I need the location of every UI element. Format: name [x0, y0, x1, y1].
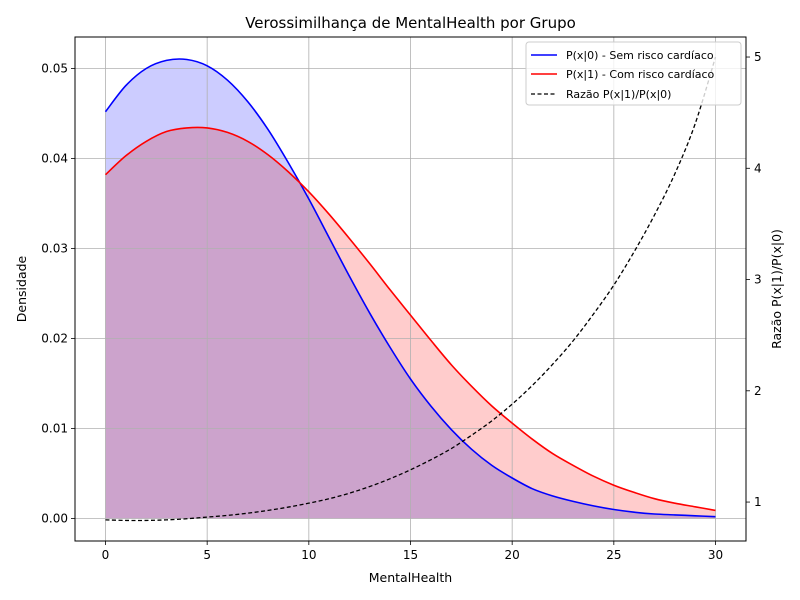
x-axis-label: MentalHealth	[369, 570, 452, 585]
legend-box	[525, 41, 742, 106]
x-tick-label-0: 0	[102, 548, 110, 562]
series-line-1	[104, 126, 716, 512]
y2-tick-label-4: 5	[754, 50, 762, 64]
y-axis-label: Densidade	[14, 255, 29, 322]
x-tick-label-5: 25	[606, 548, 621, 562]
y-tick-label-4: 0.04	[41, 152, 68, 166]
x-tick-label-2: 10	[301, 548, 316, 562]
legend-label-p0: P(x|0) - Sem risco cardíaco	[566, 49, 714, 62]
y2-tick-label-3: 4	[754, 161, 762, 175]
y-axis-ticks: 0.00 0.01 0.02 0.03 0.04 0.05	[41, 62, 75, 526]
legend: P(x|0) - Sem risco cardíaco P(x|1) - Com…	[525, 41, 742, 106]
y2-axis-ticks: 1 2 3 4 5	[746, 50, 762, 509]
y2-tick-label-0: 1	[754, 495, 762, 509]
y2-tick-label-2: 3	[754, 273, 762, 287]
y-tick-label-5: 0.05	[41, 62, 68, 76]
legend-label-p1: P(x|1) - Com risco cardíaco	[566, 68, 715, 81]
y-tick-label-2: 0.02	[41, 332, 68, 346]
x-tick-label-1: 5	[203, 548, 211, 562]
x-tick-label-4: 20	[505, 548, 520, 562]
grid-lines	[75, 37, 746, 541]
legend-label-ratio: Razão P(x|1)/P(x|0)	[566, 88, 671, 101]
y2-axis-label: Razão P(x|1)/P(x|0)	[769, 229, 784, 349]
series-line-0	[104, 58, 716, 518]
series-lines	[104, 56, 717, 522]
chart-title: Verossimilhança de MentalHealth por Grup…	[245, 14, 576, 32]
y-tick-label-3: 0.03	[41, 242, 68, 256]
x-tick-label-6: 30	[708, 548, 723, 562]
x-axis-ticks: 0 5 10 15 20 25 30	[102, 541, 723, 562]
y-tick-label-1: 0.01	[41, 422, 68, 436]
y2-tick-label-1: 2	[754, 384, 762, 398]
x-tick-label-3: 15	[403, 548, 418, 562]
y-tick-label-0: 0.00	[41, 512, 68, 526]
